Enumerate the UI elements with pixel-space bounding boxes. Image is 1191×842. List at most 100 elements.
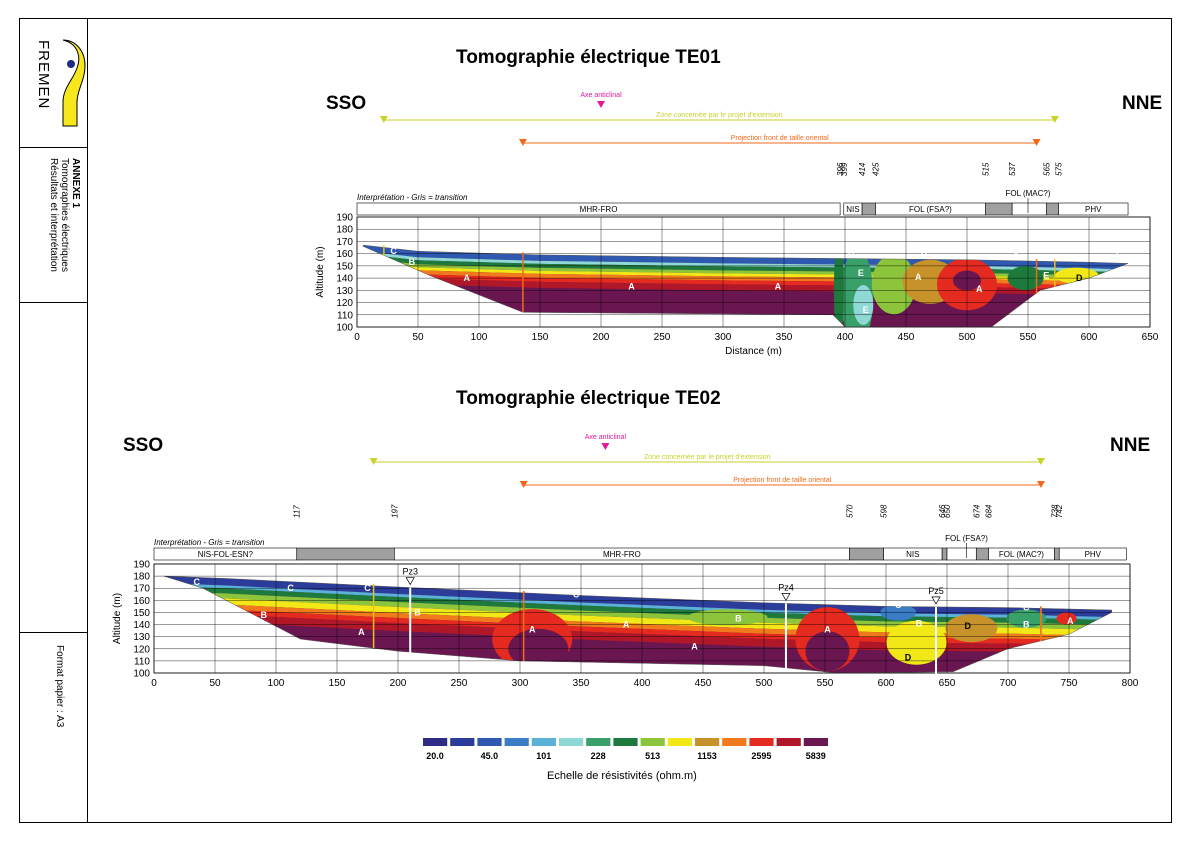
section-body bbox=[363, 245, 1129, 327]
legend-swatch bbox=[803, 738, 828, 746]
annex-subtitle: Tomographies électriques bbox=[59, 158, 70, 272]
boundary-tick-label: 537 bbox=[1008, 162, 1017, 176]
zone-letter: C bbox=[1013, 246, 1020, 256]
front-end-marker bbox=[1032, 139, 1041, 146]
boundary-tick-label: 515 bbox=[981, 162, 990, 176]
axe-marker bbox=[601, 443, 610, 450]
legend-caption: Echelle de résistivités (ohm.m) bbox=[547, 770, 697, 782]
zone-label: Zone concernée par le projet d'extension bbox=[644, 454, 771, 461]
x-tick-label: 50 bbox=[209, 678, 221, 688]
unit-label: MHR-FRO bbox=[603, 550, 641, 559]
unit-label-above: FOL (FSA?) bbox=[945, 534, 988, 543]
unit-label: NIS bbox=[846, 205, 859, 214]
well-label: Pz5 bbox=[928, 586, 944, 596]
legend-swatch bbox=[695, 738, 720, 746]
x-tick-label: 250 bbox=[451, 678, 468, 688]
front-end-marker bbox=[1036, 481, 1045, 488]
unit-label: MHR-FRO bbox=[580, 205, 618, 214]
zone-letter: B bbox=[916, 618, 923, 628]
zone-letter: B bbox=[261, 610, 268, 620]
zone-letter: C bbox=[895, 600, 902, 610]
zone-end-marker bbox=[1050, 116, 1059, 123]
zone-letter: B bbox=[1081, 252, 1088, 262]
te01-left-dir: SSO bbox=[326, 93, 367, 114]
y-tick-label: 160 bbox=[133, 596, 150, 607]
resistivity-anomaly bbox=[1006, 609, 1047, 628]
legend-swatch bbox=[531, 738, 556, 746]
x-tick-label: 50 bbox=[412, 332, 424, 343]
legend-swatch bbox=[776, 738, 801, 746]
unit-label: PHV bbox=[1085, 205, 1102, 214]
zone-start-marker bbox=[379, 116, 388, 123]
te02-left-dir: SSO bbox=[123, 435, 164, 456]
legend-swatch bbox=[749, 738, 774, 746]
y-tick-label: 190 bbox=[336, 213, 353, 224]
unit-segment bbox=[1011, 202, 1047, 216]
y-tick-label: 170 bbox=[336, 237, 353, 248]
zone-letter: A bbox=[464, 273, 471, 283]
boundary-tick-label: 650 bbox=[943, 504, 952, 518]
zone-letter: A bbox=[976, 284, 983, 294]
title-block: FREMEN ANNEXE 1 Tomographies électriques… bbox=[19, 18, 88, 823]
x-tick-label: 750 bbox=[1061, 678, 1078, 688]
x-tick-label: 800 bbox=[1122, 678, 1139, 688]
zone-letter: A bbox=[1067, 616, 1074, 626]
y-tick-label: 120 bbox=[133, 644, 150, 655]
zone-letter: C bbox=[573, 589, 580, 599]
y-tick-label: 120 bbox=[336, 298, 353, 309]
boundary-tick-label: 575 bbox=[1055, 162, 1064, 176]
unit-label-above: FOL (MAC?) bbox=[1005, 189, 1050, 198]
zone-letter: B bbox=[695, 245, 702, 255]
zone-letter: B bbox=[414, 607, 421, 617]
resistivity-anomaly bbox=[687, 609, 768, 626]
legend-swatch bbox=[504, 738, 529, 746]
y-tick-label: 100 bbox=[133, 669, 150, 680]
zone-letter: E bbox=[858, 268, 864, 278]
zone-letter: B bbox=[1023, 620, 1030, 630]
boundary-tick-label: 738 bbox=[1050, 504, 1059, 518]
empty-box bbox=[19, 303, 87, 633]
front-label: Projection front de taille oriental bbox=[731, 135, 829, 142]
legend-swatch bbox=[450, 738, 475, 746]
y-tick-label: 130 bbox=[336, 286, 353, 297]
zone-letter: C bbox=[364, 583, 371, 593]
te02-chart: Axe anticlinal Zone concernée par le proj… bbox=[112, 434, 1139, 688]
zone-letter: D bbox=[1076, 273, 1083, 283]
te01-chart: Axe anticlinal Zone concernée par le proj… bbox=[315, 92, 1159, 357]
unit-segment bbox=[861, 202, 876, 216]
unit-label: NIS-FOL-ESN? bbox=[198, 550, 254, 559]
resistivity-legend: 20.0 45.0 101 228 513 1153 2595 5839 bbox=[423, 738, 828, 761]
x-tick-label: 200 bbox=[593, 332, 610, 343]
interpretation-title: Interprétation - Gris = transition bbox=[154, 538, 265, 547]
x-tick-label: 350 bbox=[776, 332, 793, 343]
well-marker bbox=[931, 596, 941, 605]
y-tick-label: 130 bbox=[133, 632, 150, 643]
well-marker bbox=[405, 577, 415, 586]
y-tick-label: 140 bbox=[336, 274, 353, 285]
legend-swatch bbox=[667, 738, 692, 746]
resistivity-anomaly bbox=[853, 285, 874, 325]
unit-label: PHV bbox=[1085, 550, 1102, 559]
x-tick-label: 250 bbox=[654, 332, 671, 343]
unit-label: FOL (FSA?) bbox=[909, 205, 952, 214]
zone-letter: B bbox=[921, 250, 928, 260]
x-tick-label: 100 bbox=[471, 332, 488, 343]
zone-letter: A bbox=[628, 282, 635, 292]
x-tick-label: 550 bbox=[817, 678, 834, 688]
resistivity-band bbox=[163, 596, 1112, 637]
unit-label: FOL (MAC?) bbox=[999, 550, 1044, 559]
resistivity-anomaly bbox=[886, 620, 947, 665]
boundary-tick-label: 396 bbox=[836, 162, 845, 176]
zone-letter: B bbox=[735, 614, 742, 624]
unit-segment bbox=[946, 547, 977, 561]
y-tick-label: 100 bbox=[336, 323, 353, 334]
x-tick-label: 350 bbox=[573, 678, 590, 688]
legend-swatch bbox=[722, 738, 747, 746]
unit-segment bbox=[1058, 547, 1127, 561]
annex-title: ANNEXE 1 bbox=[70, 158, 81, 209]
zone-letter: C bbox=[625, 243, 632, 253]
legend-swatch bbox=[586, 738, 611, 746]
logo-text: FREMEN bbox=[35, 40, 52, 110]
x-tick-label: 500 bbox=[756, 678, 773, 688]
unit-label: NIS bbox=[906, 550, 919, 559]
